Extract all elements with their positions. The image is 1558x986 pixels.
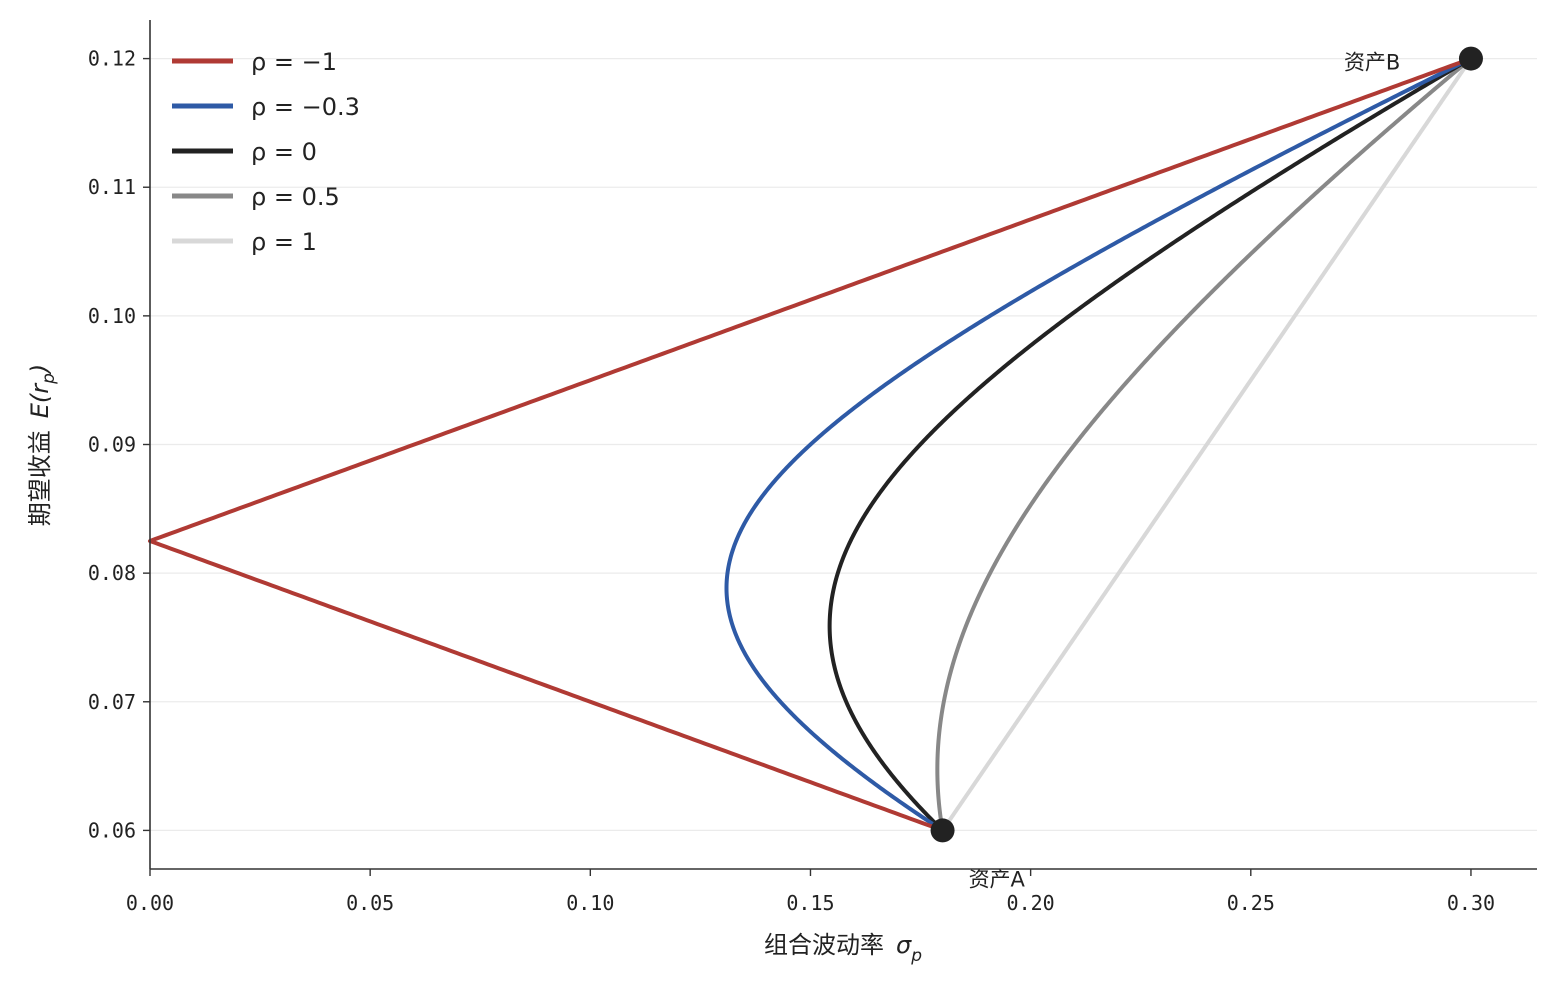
x-ticks: 0.00 0.05 0.10 0.15 0.20 0.25 0.30 (126, 869, 1495, 915)
series-line (148, 56, 1472, 833)
asset-b-label: 资产B (1344, 51, 1400, 75)
x-tick-label: 0.10 (566, 891, 614, 915)
series-group (148, 56, 1473, 833)
y-axis-symbol-sub: p (39, 373, 59, 385)
legend-label: ρ = 1 (251, 228, 317, 256)
x-tick-label: 0.25 (1227, 891, 1275, 915)
y-tick-label: 0.07 (88, 690, 136, 714)
x-tick-label: 0.30 (1447, 891, 1495, 915)
y-axis-symbol-close: ) (26, 364, 54, 375)
y-tick-label: 0.09 (88, 433, 136, 457)
y-tick-label: 0.06 (88, 818, 136, 842)
x-axis-title-text: 组合波动率 (764, 931, 884, 959)
y-tick-label: 0.12 (88, 47, 136, 71)
x-axis-symbol-sub: p (910, 946, 922, 966)
asset-b-point (1458, 46, 1483, 71)
x-tick-label: 0.05 (346, 891, 394, 915)
y-tick-label: 0.08 (88, 561, 136, 585)
x-tick-label: 0.00 (126, 891, 174, 915)
legend-label: ρ = −1 (251, 48, 337, 76)
y-ticks: 0.06 0.07 0.08 0.09 0.10 0.11 0.12 (88, 47, 150, 842)
legend-label: ρ = 0 (251, 138, 317, 166)
series-line (827, 56, 1472, 832)
y-axis-symbol: E(r (26, 382, 54, 419)
legend-label: ρ = −0.3 (251, 93, 360, 121)
legend: ρ = −1 ρ = −0.3 ρ = 0 ρ = 0.5 ρ = 1 (172, 48, 360, 256)
series-line (940, 57, 1473, 832)
asset-markers: 资产A 资产B (930, 46, 1483, 891)
grid-lines (150, 57, 1537, 832)
y-axis-title: 期望收益 E(rp) (26, 364, 59, 527)
series-line (935, 57, 1473, 831)
y-tick-label: 0.11 (88, 175, 136, 199)
asset-a-point (930, 818, 955, 843)
legend-label: ρ = 0.5 (251, 183, 340, 211)
y-axis-title-text: 期望收益 (26, 430, 54, 526)
y-tick-label: 0.10 (88, 304, 136, 328)
asset-a-label: 资产A (969, 867, 1026, 891)
x-axis-title: 组合波动率 σp (764, 931, 922, 966)
x-tick-label: 0.15 (786, 891, 834, 915)
x-tick-label: 0.20 (1007, 891, 1055, 915)
series-line (724, 56, 1472, 833)
x-axis-symbol: σ (896, 931, 912, 959)
